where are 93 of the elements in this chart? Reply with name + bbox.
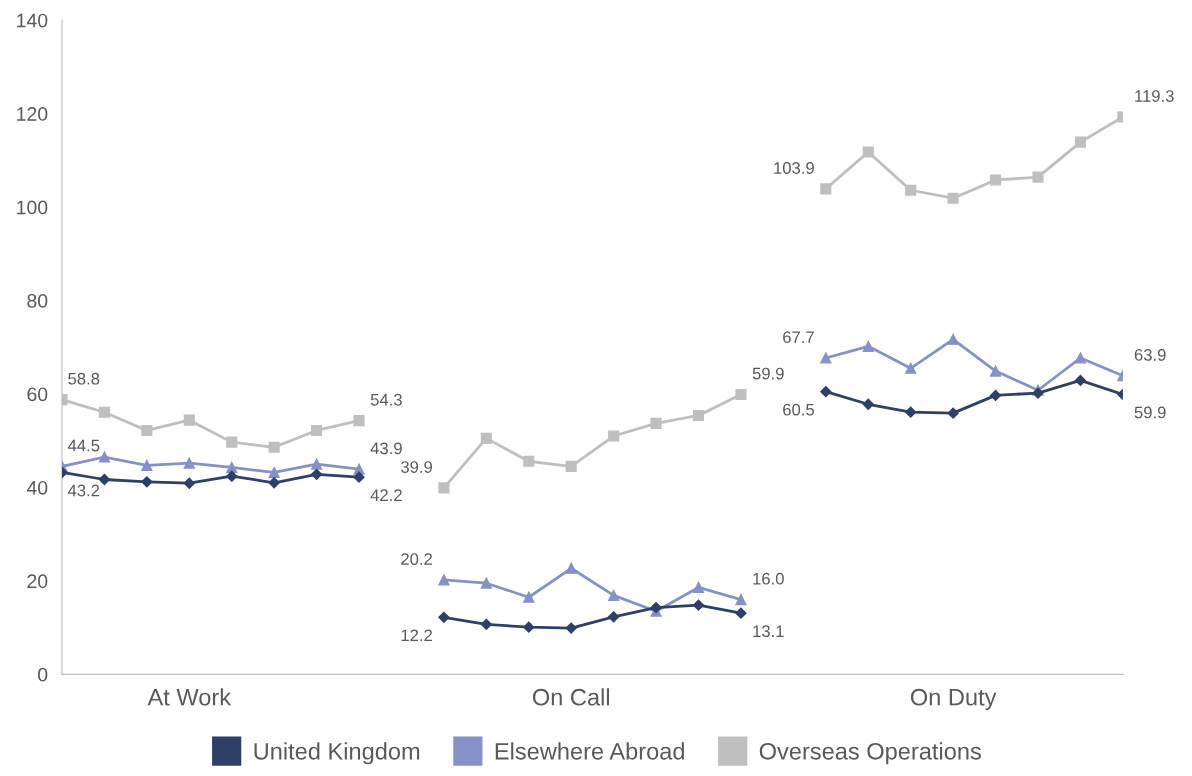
legend-label: Elsewhere Abroad: [495, 742, 684, 760]
y-tick-label: 0: [38, 667, 48, 682]
y-tick-label: 40: [26, 480, 48, 495]
point: [141, 424, 153, 436]
point: [311, 424, 323, 436]
point: [990, 365, 1002, 377]
point: [183, 414, 195, 426]
point: [98, 406, 110, 418]
data-label: 58.8: [68, 372, 100, 385]
data-label: 13.1: [753, 625, 784, 638]
y-tick-label: 60: [27, 387, 48, 402]
point: [905, 362, 917, 374]
point: [523, 455, 535, 467]
point: [608, 589, 620, 601]
point: [141, 459, 153, 472]
point: [947, 407, 959, 419]
point: [480, 618, 492, 630]
data-label: 20.2: [401, 553, 432, 565]
y-tick-label: 100: [17, 200, 48, 215]
point: [947, 192, 959, 204]
point: [311, 458, 323, 470]
point: [353, 471, 365, 483]
point: [565, 460, 577, 472]
point: [310, 468, 323, 480]
point: [947, 333, 959, 345]
point: [820, 386, 832, 398]
x-tick-label: On Call: [532, 688, 609, 706]
point: [438, 482, 450, 494]
data-label: 60.5: [783, 403, 815, 416]
point: [141, 476, 153, 488]
y-tick-label: 80: [27, 294, 48, 308]
data-label: 39.9: [400, 461, 432, 473]
point: [608, 430, 620, 442]
data-label: 42.2: [370, 489, 402, 501]
point: [820, 352, 832, 364]
data-label: 103.9: [774, 162, 814, 174]
point: [268, 477, 280, 489]
y-tick-label: 140: [17, 13, 48, 28]
point: [268, 466, 280, 479]
data-label: 44.5: [67, 439, 100, 452]
point: [523, 591, 535, 603]
data-label: 16.0: [753, 572, 784, 585]
point: [98, 473, 111, 486]
point: [480, 577, 492, 589]
data-label: 59.9: [1134, 406, 1166, 419]
data-label: 67.7: [783, 331, 814, 344]
point: [480, 432, 492, 444]
point: [183, 457, 195, 469]
point: [226, 461, 238, 473]
point: [692, 409, 705, 422]
data-label: 43.9: [370, 442, 402, 455]
point: [1032, 171, 1044, 183]
point: [692, 599, 705, 611]
point: [735, 607, 747, 619]
y-tick-label: 120: [17, 107, 48, 121]
x-tick-label: At Work: [147, 688, 232, 706]
data-label: 43.2: [67, 484, 100, 497]
point: [268, 441, 280, 453]
point: [565, 562, 577, 574]
x-tick-label: On Duty: [910, 688, 997, 711]
data-label: 12.2: [401, 629, 432, 642]
point: [905, 184, 917, 196]
point: [226, 436, 238, 448]
data-label: 54.3: [370, 393, 402, 406]
point: [438, 574, 450, 586]
point: [1074, 374, 1087, 387]
data-label: 119.3: [1135, 90, 1174, 102]
point: [905, 406, 917, 418]
point: [990, 174, 1002, 186]
data-label: 59.9: [752, 367, 784, 380]
point: [820, 183, 832, 195]
point: [862, 146, 874, 158]
point: [608, 611, 620, 623]
data-label: 63.9: [1134, 348, 1166, 361]
legend-label: United Kingdom: [254, 742, 420, 765]
point: [735, 388, 747, 401]
point: [862, 340, 874, 352]
point: [565, 622, 577, 634]
point: [98, 451, 110, 463]
point: [989, 389, 1002, 401]
point: [1074, 352, 1086, 364]
point: [650, 417, 662, 429]
point: [862, 398, 874, 410]
point: [735, 594, 747, 606]
y-tick-label: 20: [27, 574, 48, 589]
point: [1074, 136, 1086, 148]
point: [523, 621, 535, 633]
point: [183, 477, 195, 489]
point: [438, 611, 450, 623]
legend-label: Overseas Operations: [759, 742, 981, 765]
point: [353, 415, 365, 427]
point: [226, 470, 238, 482]
point: [692, 581, 705, 593]
